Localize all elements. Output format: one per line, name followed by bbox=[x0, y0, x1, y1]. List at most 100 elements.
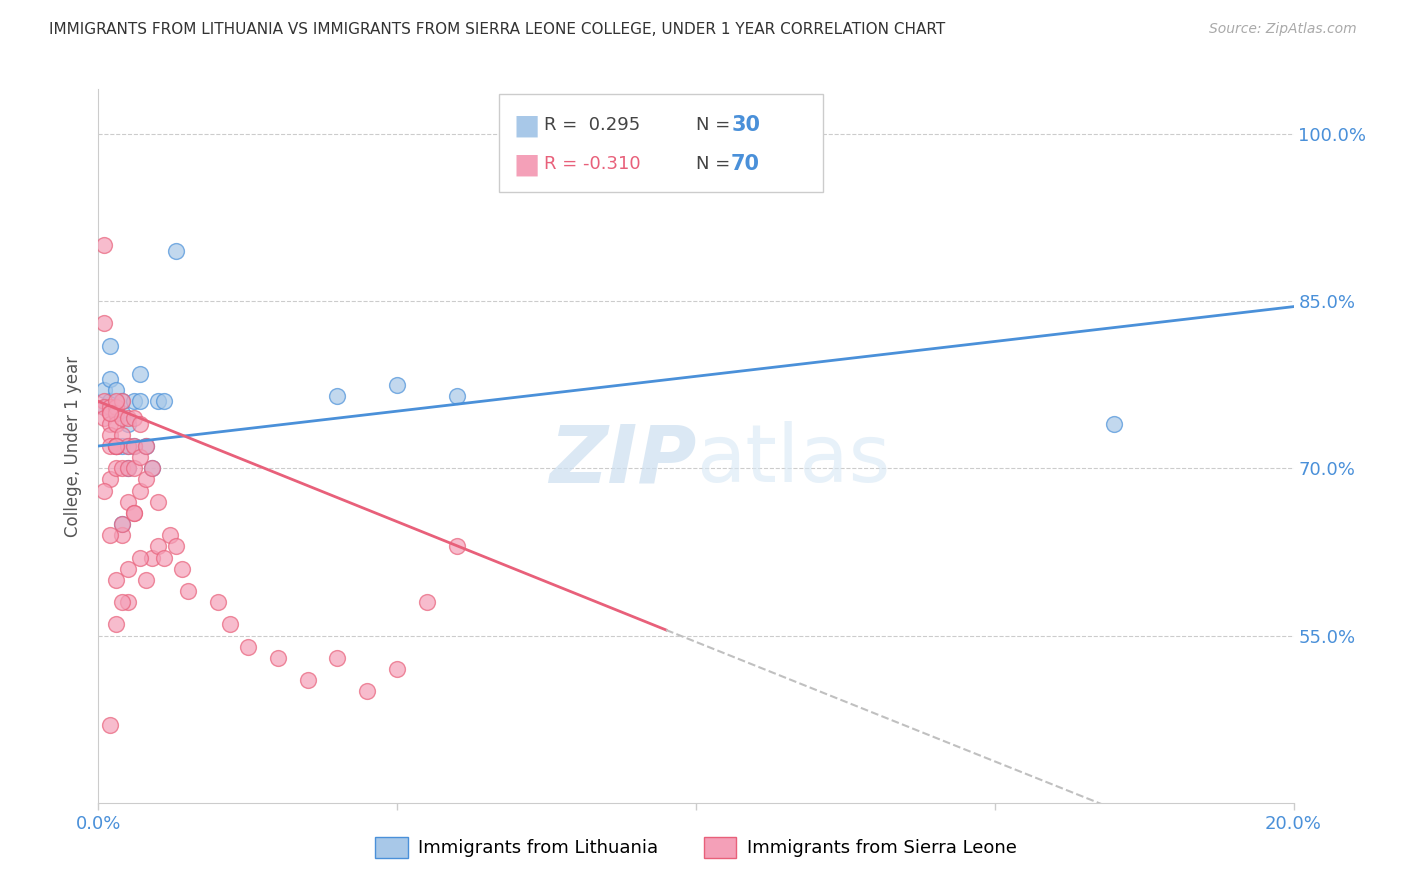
Point bbox=[148, 539, 170, 553]
Point bbox=[148, 494, 170, 508]
Point bbox=[1104, 417, 1126, 431]
Point bbox=[141, 550, 163, 565]
Point bbox=[105, 439, 128, 453]
Point bbox=[135, 439, 157, 453]
Point bbox=[98, 405, 122, 419]
Point bbox=[356, 684, 378, 698]
Point bbox=[124, 506, 146, 520]
Point bbox=[98, 528, 122, 542]
Point bbox=[385, 377, 409, 392]
Point bbox=[105, 400, 128, 414]
Point bbox=[129, 483, 152, 498]
Point bbox=[129, 367, 152, 381]
Point bbox=[93, 238, 115, 252]
Point bbox=[141, 461, 163, 475]
Point bbox=[129, 394, 152, 409]
Point bbox=[93, 411, 115, 425]
Text: ZIP: ZIP bbox=[548, 421, 696, 500]
Point bbox=[98, 427, 122, 442]
Point bbox=[446, 539, 468, 553]
Point bbox=[153, 550, 176, 565]
Point bbox=[141, 461, 163, 475]
Y-axis label: College, Under 1 year: College, Under 1 year bbox=[65, 355, 83, 537]
Point bbox=[98, 717, 122, 731]
Point bbox=[117, 417, 139, 431]
Point bbox=[98, 473, 122, 487]
Point bbox=[148, 394, 170, 409]
Text: IMMIGRANTS FROM LITHUANIA VS IMMIGRANTS FROM SIERRA LEONE COLLEGE, UNDER 1 YEAR : IMMIGRANTS FROM LITHUANIA VS IMMIGRANTS … bbox=[49, 22, 945, 37]
Point bbox=[111, 595, 134, 609]
Point bbox=[172, 562, 194, 576]
Point bbox=[93, 394, 115, 409]
Point bbox=[117, 494, 139, 508]
Point bbox=[219, 617, 242, 632]
Point bbox=[124, 461, 146, 475]
Point bbox=[105, 573, 128, 587]
Point bbox=[111, 439, 134, 453]
Point bbox=[93, 400, 115, 414]
Point bbox=[98, 338, 122, 352]
Point bbox=[111, 461, 134, 475]
Legend: Immigrants from Lithuania, Immigrants from Sierra Leone: Immigrants from Lithuania, Immigrants fr… bbox=[368, 830, 1024, 865]
Point bbox=[105, 461, 128, 475]
Point bbox=[105, 417, 128, 431]
Point bbox=[416, 595, 439, 609]
Point bbox=[165, 539, 187, 553]
Point bbox=[124, 506, 146, 520]
Point bbox=[267, 651, 290, 665]
Point bbox=[111, 394, 134, 409]
Point bbox=[93, 483, 115, 498]
Point bbox=[117, 595, 139, 609]
Point bbox=[111, 394, 134, 409]
Text: N =: N = bbox=[696, 116, 735, 134]
Point bbox=[236, 640, 259, 654]
Text: atlas: atlas bbox=[696, 421, 890, 500]
Point bbox=[105, 617, 128, 632]
Point bbox=[117, 461, 139, 475]
Point bbox=[446, 389, 468, 403]
Point bbox=[385, 662, 409, 676]
Point bbox=[98, 400, 122, 414]
Point bbox=[111, 516, 134, 531]
Point bbox=[105, 405, 128, 419]
Point bbox=[297, 673, 319, 688]
Point bbox=[117, 461, 139, 475]
Point bbox=[105, 384, 128, 398]
Point bbox=[93, 316, 115, 330]
Point bbox=[135, 573, 157, 587]
Point bbox=[98, 394, 122, 409]
Point bbox=[159, 528, 181, 542]
Point bbox=[207, 595, 229, 609]
Text: R = -0.310: R = -0.310 bbox=[544, 155, 641, 173]
Text: N =: N = bbox=[696, 155, 735, 173]
Point bbox=[98, 417, 122, 431]
Point bbox=[105, 439, 128, 453]
Point bbox=[124, 439, 146, 453]
Point bbox=[129, 417, 152, 431]
Point bbox=[117, 562, 139, 576]
Point bbox=[124, 439, 146, 453]
Point bbox=[98, 405, 122, 419]
Point bbox=[93, 384, 115, 398]
Point bbox=[326, 389, 349, 403]
Point bbox=[124, 411, 146, 425]
Point bbox=[111, 516, 134, 531]
Point bbox=[111, 411, 134, 425]
Point bbox=[165, 244, 187, 258]
Text: ■: ■ bbox=[513, 151, 540, 178]
Point bbox=[129, 550, 152, 565]
Point bbox=[117, 439, 139, 453]
Point bbox=[129, 450, 152, 465]
Point bbox=[124, 394, 146, 409]
Text: Source: ZipAtlas.com: Source: ZipAtlas.com bbox=[1209, 22, 1357, 37]
Point bbox=[98, 439, 122, 453]
Point bbox=[111, 405, 134, 419]
Point bbox=[93, 400, 115, 414]
Text: R =  0.295: R = 0.295 bbox=[544, 116, 640, 134]
Text: 30: 30 bbox=[731, 115, 761, 135]
Point bbox=[177, 583, 200, 598]
Point bbox=[111, 528, 134, 542]
Point bbox=[105, 439, 128, 453]
Point bbox=[117, 411, 139, 425]
Point bbox=[326, 651, 349, 665]
